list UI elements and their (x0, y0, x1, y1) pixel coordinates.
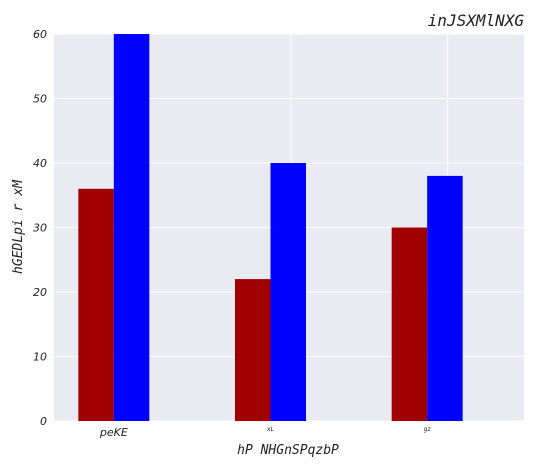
bars (78, 34, 463, 421)
y-tick-label: 50 (33, 93, 47, 106)
bar-series-1-gz (391, 227, 428, 421)
y-tick-label: 30 (33, 222, 47, 235)
y-tick-label: 10 (33, 351, 47, 364)
y-tick-label: 20 (33, 286, 47, 299)
x-tick-label-peKE: peKE (99, 426, 128, 439)
bar-series-2-xL (270, 163, 306, 421)
y-axis-ticks: 0 10 20 30 40 50 60 (33, 28, 47, 428)
x-axis-label: hP NHGnSPqzbP (237, 443, 339, 458)
bar-series-1-peKE (78, 188, 114, 421)
bar-series-1-xL (235, 279, 271, 421)
x-axis-ticks: peKE xL gz (99, 426, 432, 439)
bar-series-2-peKE (113, 34, 150, 421)
y-axis-label: hGEDLpi r xM (11, 179, 26, 274)
x-tick-label-gz: gz (424, 426, 432, 433)
x-tick-label-xL: xL (266, 426, 274, 433)
y-tick-label: 40 (33, 157, 47, 170)
y-tick-label: 0 (40, 415, 47, 428)
chart-title: inJSXMlNXG (428, 11, 525, 30)
y-tick-label: 60 (33, 28, 47, 41)
bar-series-2-gz (427, 175, 463, 421)
